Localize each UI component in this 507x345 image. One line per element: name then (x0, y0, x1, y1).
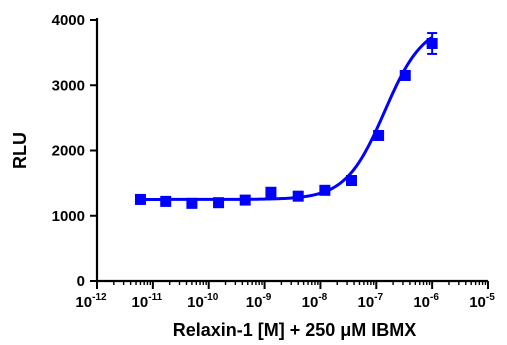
data-point (373, 129, 385, 141)
y-tick-label: 2000 (52, 143, 85, 160)
data-point (426, 37, 438, 49)
plot-marks (134, 32, 438, 209)
x-tick-label: 10-9 (246, 292, 272, 311)
data-point (213, 197, 225, 209)
y-tick-label: 0 (77, 273, 85, 290)
y-tick-label: 3000 (52, 77, 85, 94)
data-point (346, 175, 358, 187)
x-axis-title: Relaxin-1 [M] + 250 μM IBMX (173, 320, 417, 340)
x-tick-label: 10-6 (413, 292, 439, 311)
y-tick-label: 4000 (52, 12, 85, 29)
data-point (134, 193, 146, 205)
data-point (265, 186, 277, 198)
data-point (292, 190, 304, 202)
x-tick-label: 10-8 (302, 292, 328, 311)
data-point (239, 194, 251, 206)
axes: 0 1000 2000 3000 4000 10-12 10-11 10-10 10-9 10-8… (52, 12, 496, 311)
y-axis-title: RLU (10, 132, 30, 169)
data-point (186, 197, 198, 209)
x-tick-label: 10-7 (357, 292, 383, 311)
x-tick-label: 10-10 (187, 292, 219, 311)
x-tick-label: 10-11 (132, 292, 163, 311)
data-point (319, 184, 331, 196)
x-tick-label: 10-12 (75, 292, 107, 311)
x-tick-label: 10-5 (469, 292, 495, 311)
y-tick-label: 1000 (52, 208, 85, 225)
data-point (160, 195, 172, 207)
fit-curve (140, 36, 433, 201)
data-point (399, 69, 411, 81)
